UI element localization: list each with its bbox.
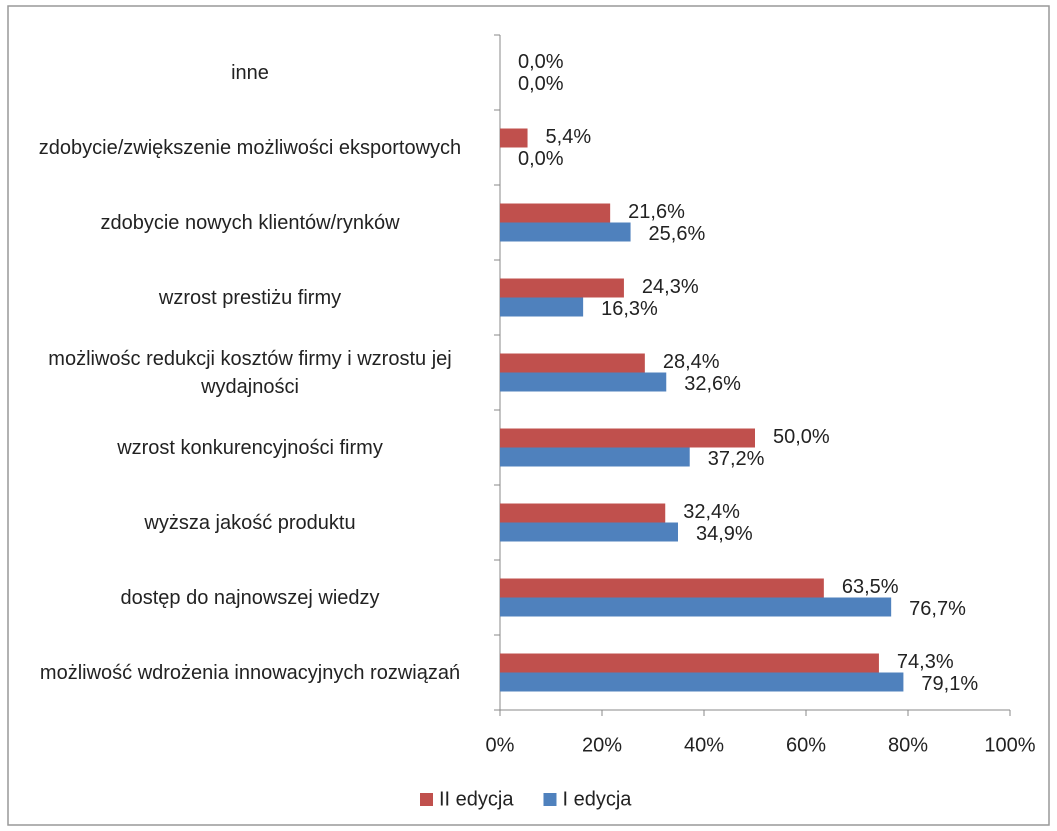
category-label: inne <box>231 61 269 84</box>
bar <box>500 372 667 392</box>
x-tick-label: 60% <box>786 734 826 756</box>
bar <box>500 597 892 617</box>
category-label: wzrost konkurencyjności firmy <box>117 436 383 459</box>
legend-swatch <box>543 793 557 806</box>
frame <box>7 5 1050 826</box>
category-label: możliwość wdrożenia innowacyjnych rozwią… <box>39 661 461 684</box>
value-label: 37,2% <box>708 448 765 470</box>
category-label: zdobycie/zwiększenie możliwości eksporto… <box>38 136 462 159</box>
value-label: 32,4% <box>683 501 740 523</box>
legend-label: I edycja <box>562 788 632 810</box>
x-tick-label: 20% <box>582 734 622 756</box>
bar <box>500 578 824 598</box>
value-label: 21,6% <box>628 201 685 223</box>
bar <box>500 672 904 692</box>
bar <box>500 428 755 448</box>
bar <box>500 503 666 523</box>
value-label: 0,0% <box>518 51 564 73</box>
x-tick-label: 80% <box>888 734 928 756</box>
value-label: 79,1% <box>921 673 978 695</box>
x-tick-label: 40% <box>684 734 724 756</box>
category-label: zdobycie nowych klientów/rynków <box>100 211 400 234</box>
legend-swatch <box>420 793 433 806</box>
category-label: możliwośc redukcji kosztów firmy i wzros… <box>48 347 452 398</box>
category-label: wyższa jakość produktu <box>144 511 356 534</box>
value-label: 16,3% <box>601 298 658 320</box>
bar <box>500 203 611 223</box>
category-label: wzrost prestiżu firmy <box>158 286 342 309</box>
bar <box>500 278 624 298</box>
value-label: 24,3% <box>642 276 699 298</box>
legend-label: II edycja <box>439 788 514 810</box>
bar <box>500 297 584 317</box>
value-label: 5,4% <box>546 126 592 148</box>
value-label: 34,9% <box>696 523 753 545</box>
value-label: 25,6% <box>649 223 706 245</box>
value-label: 28,4% <box>663 351 720 373</box>
value-label: 63,5% <box>842 576 899 598</box>
bar <box>500 128 528 148</box>
bar <box>500 222 631 242</box>
value-label: 32,6% <box>684 373 741 395</box>
value-label: 76,7% <box>909 598 966 620</box>
bar <box>500 522 678 542</box>
value-label: 0,0% <box>518 73 564 95</box>
category-label: dostęp do najnowszej wiedzy <box>120 586 380 609</box>
bar <box>500 653 879 673</box>
value-label: 0,0% <box>518 148 564 170</box>
bar <box>500 353 645 373</box>
value-label: 50,0% <box>773 426 830 448</box>
x-tick-label: 100% <box>984 734 1035 756</box>
bar <box>500 447 690 467</box>
x-tick-label: 0% <box>486 734 515 756</box>
value-label: 74,3% <box>897 651 954 673</box>
